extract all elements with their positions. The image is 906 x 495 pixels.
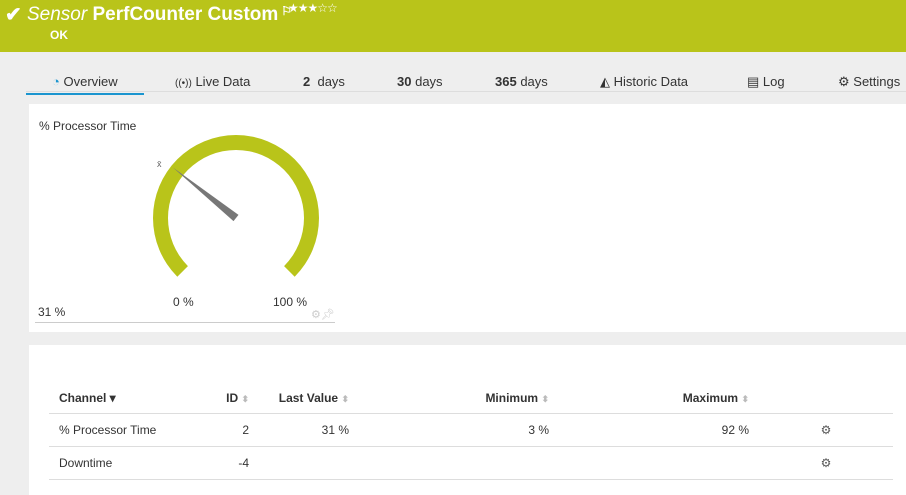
gauge-max-label: 100 % (273, 295, 308, 309)
table-header: Channel ▾ ID ⬍ Last Value ⬍ Minimum ⬍ Ma… (49, 383, 893, 414)
average-marker: x̄ (157, 159, 162, 169)
sort-icon: ⬍ (541, 394, 549, 404)
tab-live-data[interactable]: ((•)) Live Data (175, 74, 251, 89)
broadcast-icon: ((•)) (175, 78, 192, 89)
col-channel[interactable]: Channel ▾ (49, 383, 209, 414)
check-icon: ✔ (5, 4, 22, 26)
tab-overview[interactable]: ◔ Overview (26, 74, 144, 95)
sort-icon: ⬍ (341, 394, 349, 404)
sensor-title: Sensor PerfCounter Custom ⚐ (27, 4, 293, 25)
gauge-title: % Processor Time (39, 119, 137, 133)
channel-table: Channel ▾ ID ⬍ Last Value ⬍ Minimum ⬍ Ma… (49, 383, 893, 480)
channel-panel: Channel ▾ ID ⬍ Last Value ⬍ Minimum ⬍ Ma… (29, 345, 906, 495)
tab-bar: ◔ Overview ((•)) Live Data 2 days 30 day… (26, 70, 906, 95)
gauge-icon: ◔ (52, 74, 60, 89)
area-chart-icon: ◭ (600, 74, 610, 89)
col-last-value[interactable]: Last Value ⬍ (259, 383, 359, 414)
tab-30-days[interactable]: 30 days (397, 74, 443, 89)
gauge-panel: % Processor Time x̄ 0 % 100 % 31 % ⚙📌︎ (29, 104, 906, 332)
tab-settings[interactable]: ⚙ Settings (838, 74, 901, 89)
sensor-header: ✔ Sensor PerfCounter Custom ⚐ ★★★☆☆ OK (0, 0, 906, 52)
divider (35, 322, 335, 323)
gears-icon[interactable]: ⚙ (759, 413, 893, 447)
sort-icon: ⬍ (741, 394, 749, 404)
flag-icon[interactable]: ⚐ (281, 4, 293, 18)
col-minimum[interactable]: Minimum ⬍ (359, 383, 559, 414)
sort-icon: ⬍ (241, 394, 249, 404)
gauge-needle (172, 167, 239, 222)
priority-stars[interactable]: ★★★☆☆ (288, 1, 338, 15)
gears-icon[interactable]: ⚙ (759, 446, 893, 480)
table-row[interactable]: % Processor Time 2 31 % 3 % 92 % ⚙ (49, 413, 893, 447)
tab-2-days[interactable]: 2 days (303, 74, 345, 89)
gauge-arc (152, 135, 319, 277)
tab-log[interactable]: ▤ Log (747, 74, 785, 89)
status-text: OK (50, 28, 68, 42)
table-row[interactable]: Downtime -4 ⚙ (49, 446, 893, 480)
log-icon: ▤ (747, 74, 760, 89)
gear-icon: ⚙ (838, 74, 850, 89)
tab-historic-data[interactable]: ◭ Historic Data (600, 74, 689, 89)
col-id[interactable]: ID ⬍ (209, 383, 259, 414)
gauge-min-label: 0 % (173, 295, 194, 309)
gauge-value: 31 % (38, 305, 66, 319)
col-maximum[interactable]: Maximum ⬍ (559, 383, 759, 414)
tab-365-days[interactable]: 365 days (495, 74, 548, 89)
gear-icon[interactable]: ⚙ (311, 309, 321, 321)
gauge (152, 135, 319, 277)
pin-icon[interactable]: 📌︎ (320, 309, 335, 321)
